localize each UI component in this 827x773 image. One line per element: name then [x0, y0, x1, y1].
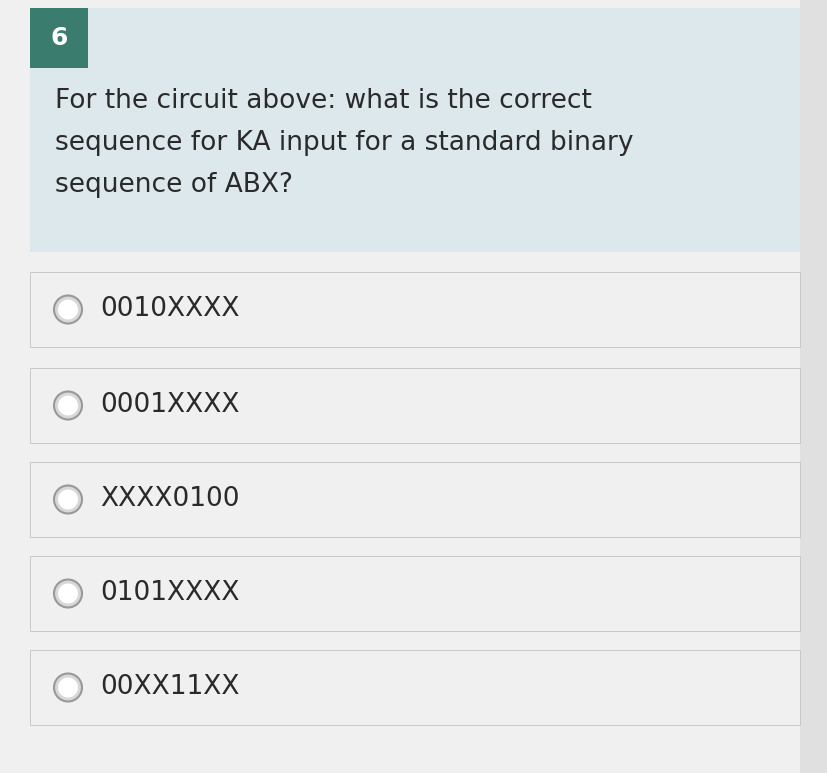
Text: 6: 6: [50, 26, 68, 50]
Circle shape: [54, 485, 82, 513]
FancyBboxPatch shape: [800, 0, 827, 773]
Circle shape: [58, 396, 78, 416]
Circle shape: [58, 677, 78, 697]
Circle shape: [54, 295, 82, 323]
Text: For the circuit above: what is the correct: For the circuit above: what is the corre…: [55, 88, 592, 114]
Circle shape: [58, 489, 78, 509]
FancyBboxPatch shape: [30, 556, 800, 631]
Text: 0010XXXX: 0010XXXX: [100, 297, 240, 322]
Circle shape: [54, 391, 82, 420]
Text: 0101XXXX: 0101XXXX: [100, 581, 240, 607]
Text: sequence for KA input for a standard binary: sequence for KA input for a standard bin…: [55, 130, 633, 156]
Text: 0001XXXX: 0001XXXX: [100, 393, 240, 418]
FancyBboxPatch shape: [30, 462, 800, 537]
FancyBboxPatch shape: [30, 650, 800, 725]
FancyBboxPatch shape: [30, 8, 800, 252]
Circle shape: [58, 584, 78, 604]
FancyBboxPatch shape: [30, 272, 800, 347]
Text: 00XX11XX: 00XX11XX: [100, 675, 240, 700]
Text: sequence of ABX?: sequence of ABX?: [55, 172, 293, 198]
Circle shape: [58, 299, 78, 319]
FancyBboxPatch shape: [30, 8, 88, 68]
Text: XXXX0100: XXXX0100: [100, 486, 240, 512]
Circle shape: [54, 580, 82, 608]
Circle shape: [54, 673, 82, 702]
FancyBboxPatch shape: [30, 368, 800, 443]
